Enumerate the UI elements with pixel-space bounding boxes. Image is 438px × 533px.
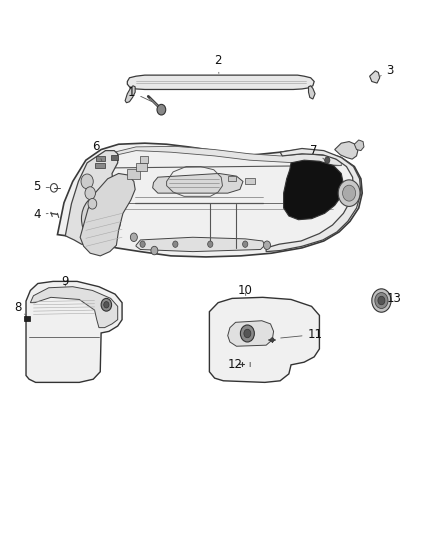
Bar <box>136 163 147 171</box>
Text: 3: 3 <box>379 64 394 77</box>
Polygon shape <box>125 86 135 103</box>
Circle shape <box>372 289 391 312</box>
Circle shape <box>151 246 158 255</box>
Text: 8: 8 <box>14 302 26 316</box>
Circle shape <box>271 338 274 342</box>
Circle shape <box>157 104 166 115</box>
Text: 13: 13 <box>381 292 401 305</box>
Polygon shape <box>88 147 341 168</box>
Polygon shape <box>136 237 265 252</box>
Text: ı: ı <box>248 360 251 369</box>
Polygon shape <box>370 71 380 83</box>
Text: 7: 7 <box>311 144 326 161</box>
Bar <box>24 317 29 321</box>
Circle shape <box>81 174 93 189</box>
Polygon shape <box>308 86 315 99</box>
Circle shape <box>131 233 138 241</box>
Circle shape <box>244 329 251 338</box>
Circle shape <box>378 296 385 305</box>
Text: 2: 2 <box>214 54 222 74</box>
Bar <box>127 169 141 179</box>
Bar <box>245 177 255 184</box>
Polygon shape <box>80 173 135 256</box>
Polygon shape <box>284 160 343 220</box>
Circle shape <box>208 241 213 247</box>
Bar <box>96 156 106 161</box>
Polygon shape <box>152 173 243 193</box>
Circle shape <box>88 203 114 235</box>
Text: 6: 6 <box>92 140 102 161</box>
Bar <box>228 176 237 181</box>
Circle shape <box>173 241 178 247</box>
Polygon shape <box>65 151 119 246</box>
Polygon shape <box>30 287 118 328</box>
Text: 12: 12 <box>228 358 243 371</box>
Bar <box>111 155 118 160</box>
Circle shape <box>140 241 145 247</box>
Circle shape <box>101 298 112 311</box>
Text: 1: 1 <box>128 86 152 102</box>
Circle shape <box>240 325 254 342</box>
Polygon shape <box>127 75 314 90</box>
Bar <box>140 157 148 163</box>
Circle shape <box>338 180 360 206</box>
Circle shape <box>264 241 271 249</box>
Polygon shape <box>266 149 361 252</box>
Polygon shape <box>335 142 358 159</box>
Circle shape <box>375 293 388 309</box>
Text: 10: 10 <box>238 284 253 297</box>
Circle shape <box>325 157 330 164</box>
Circle shape <box>243 241 248 247</box>
Polygon shape <box>209 297 319 382</box>
Text: 11: 11 <box>281 328 322 341</box>
Circle shape <box>88 198 97 209</box>
Text: 9: 9 <box>62 275 69 288</box>
Circle shape <box>343 185 356 201</box>
Polygon shape <box>354 140 364 151</box>
Polygon shape <box>57 143 362 257</box>
Text: 4: 4 <box>33 208 48 221</box>
Circle shape <box>104 302 109 308</box>
Bar <box>95 163 105 168</box>
Polygon shape <box>26 281 122 382</box>
Circle shape <box>81 195 121 243</box>
Polygon shape <box>228 321 274 346</box>
Circle shape <box>85 187 95 199</box>
Text: 5: 5 <box>33 180 49 193</box>
